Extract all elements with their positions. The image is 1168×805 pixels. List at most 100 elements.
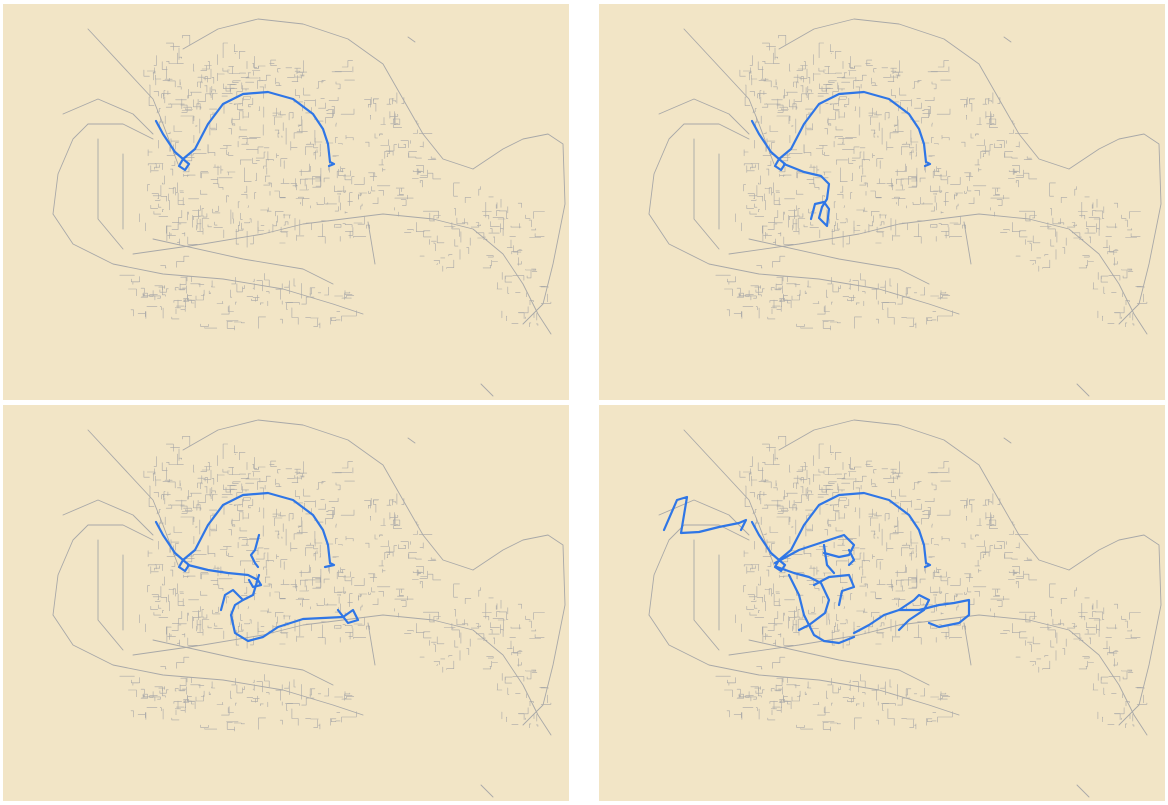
street-segment: [856, 209, 865, 213]
street-line: [648, 614, 960, 716]
street-segment: [231, 277, 236, 285]
street-segment: [1130, 233, 1133, 237]
street-segment: [804, 691, 807, 695]
street-segment: [1079, 215, 1086, 220]
street-segment: [1132, 323, 1135, 326]
street-segment: [433, 616, 441, 622]
street-segment: [371, 186, 376, 192]
street-segment: [213, 565, 220, 569]
street-segment: [228, 128, 232, 135]
street-segment: [240, 72, 251, 78]
street-segment: [830, 321, 841, 324]
street-segment: [832, 85, 839, 97]
street-segment: [850, 192, 853, 200]
street-segment: [211, 681, 216, 689]
street-segment: [201, 172, 209, 179]
street-segment: [975, 133, 979, 137]
street-segment: [507, 286, 510, 294]
street-segment: [866, 59, 873, 66]
street-segment: [198, 93, 214, 102]
street-segment: [395, 187, 405, 192]
street-segment: [908, 176, 917, 185]
street-segment: [173, 300, 182, 303]
street-segment: [799, 469, 808, 480]
street-segment: [1026, 156, 1032, 159]
street-segment: [272, 110, 284, 116]
street-segment: [892, 72, 901, 77]
street-segment: [304, 178, 321, 187]
street-segment: [757, 462, 764, 471]
street-segment: [926, 718, 933, 726]
street-segment: [891, 490, 896, 500]
street-segment: [393, 525, 402, 529]
street-segment: [400, 600, 407, 607]
street-segment: [244, 167, 252, 182]
street-segment: [517, 202, 522, 208]
street-segment: [373, 499, 379, 513]
street-line: [52, 213, 364, 315]
street-segment: [340, 168, 346, 173]
street-segment: [871, 612, 880, 618]
street-segment: [180, 305, 186, 312]
street-segment: [366, 224, 370, 229]
street-segment: [778, 35, 787, 45]
street-segment: [885, 112, 890, 119]
street-segment: [187, 694, 196, 710]
street-segment: [196, 504, 201, 512]
street-segment: [351, 176, 355, 185]
street-segment: [400, 140, 409, 148]
street-segment: [930, 224, 938, 228]
street-segment: [408, 553, 422, 560]
street-segment: [267, 151, 270, 161]
street-segment: [345, 227, 354, 236]
street-segment: [895, 165, 907, 172]
street-segment: [251, 695, 258, 702]
street-segment: [964, 573, 974, 578]
street-segment: [389, 515, 399, 518]
street-segment: [150, 566, 159, 574]
street-segment: [318, 503, 326, 510]
street-segment: [394, 514, 399, 525]
street-segment: [248, 498, 254, 509]
street-segment: [201, 573, 209, 580]
street-segment: [873, 469, 877, 474]
street-segment: [299, 189, 309, 191]
street-segment: [255, 552, 266, 560]
street-segment: [1124, 219, 1128, 228]
street-segment: [770, 700, 777, 710]
street-segment: [228, 66, 234, 74]
street-segment: [334, 206, 339, 212]
street-segment: [875, 197, 882, 199]
street-segment: [980, 151, 987, 159]
street-segment: [1088, 618, 1100, 631]
street-line: [62, 98, 154, 135]
street-segment: [807, 681, 812, 689]
street-segment: [200, 189, 208, 195]
street-segment: [930, 607, 935, 613]
street-segment: [220, 566, 224, 575]
street-segment: [758, 209, 760, 212]
street-segment: [936, 108, 951, 115]
street-segment: [419, 542, 424, 549]
street-segment: [185, 108, 193, 110]
street-segment: [211, 478, 215, 485]
street-segment: [996, 600, 1003, 607]
street-segment: [1086, 622, 1096, 628]
street-segment: [423, 230, 432, 238]
street-segment: [758, 610, 760, 613]
street-segment: [855, 86, 860, 99]
street-segment: [861, 175, 867, 183]
street-segment: [423, 210, 439, 219]
street-segment: [909, 719, 914, 728]
street-segment: [771, 142, 775, 150]
street-segment: [182, 35, 191, 45]
street-segment: [1012, 120, 1016, 125]
street-segment: [276, 554, 279, 559]
street-segment: [270, 59, 277, 66]
street-line: [182, 18, 474, 170]
street-segment: [305, 542, 311, 546]
street-segment: [875, 598, 882, 600]
street-segment: [856, 302, 860, 305]
street-segment: [379, 534, 383, 538]
street-segment: [241, 623, 245, 631]
